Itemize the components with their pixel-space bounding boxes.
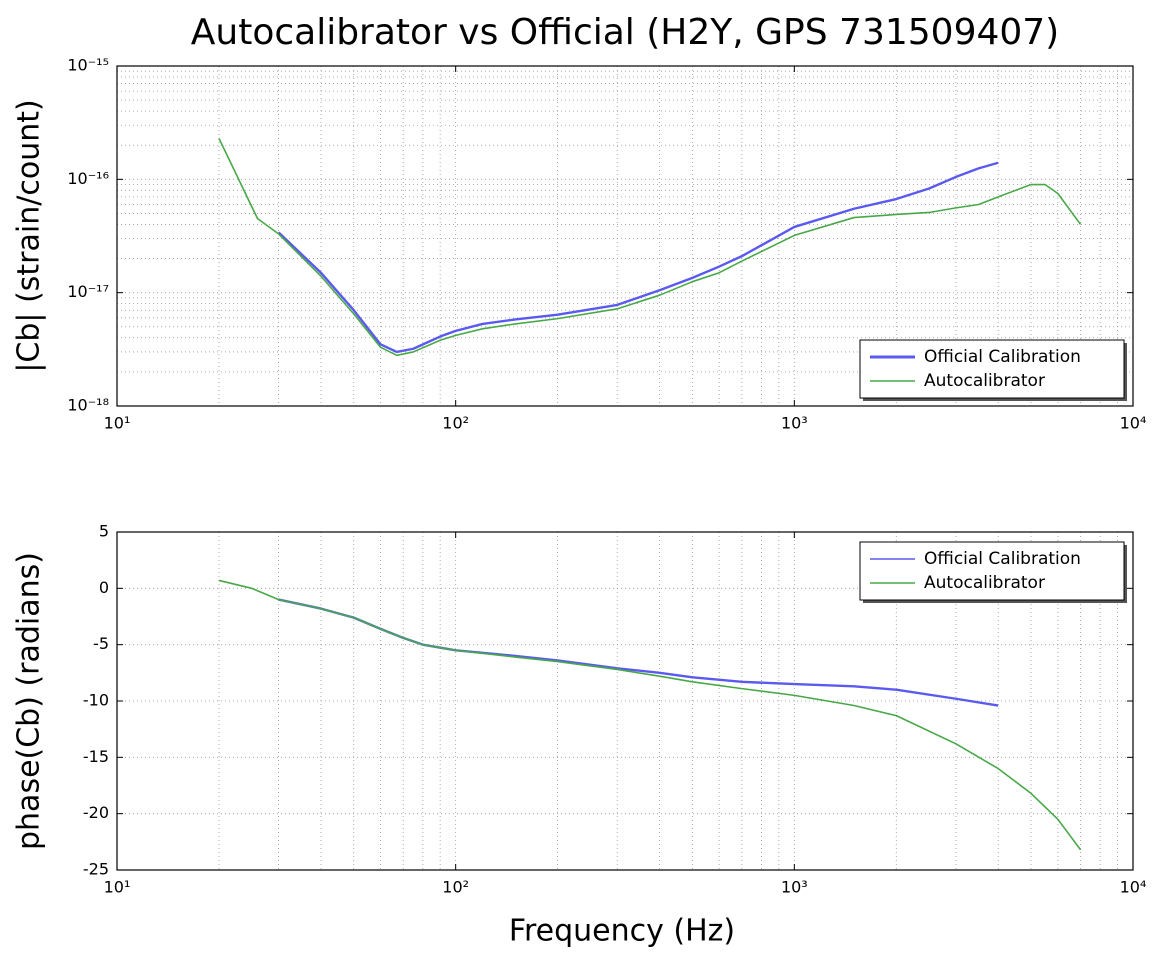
series-line <box>218 137 1082 357</box>
y-tick-label: -15 <box>83 747 109 766</box>
y-tick-label: -20 <box>83 803 109 822</box>
y-tick-label: 10⁻¹⁵ <box>67 56 109 75</box>
x-tick-label: 10⁴ <box>1120 878 1147 897</box>
y-tick-label: 10⁻¹⁷ <box>67 282 109 301</box>
series-line <box>218 579 1082 851</box>
x-tick-label: 10⁴ <box>1120 414 1147 433</box>
y-tick-label: 0 <box>99 578 109 597</box>
legend-label: Autocalibrator <box>924 371 1045 391</box>
axes-frame <box>116 531 1134 871</box>
legend-label: Official Calibration <box>924 347 1081 367</box>
y-tick-label: -25 <box>83 860 109 879</box>
x-axis-label: Frequency (Hz) <box>509 914 735 949</box>
x-tick-label: 10³ <box>781 878 808 897</box>
legend-box <box>859 339 1125 399</box>
y-tick-label: 10⁻¹⁶ <box>67 169 109 188</box>
y-axis-label: |Cb| (strain/count) <box>12 99 47 372</box>
legend-label: Official Calibration <box>924 549 1081 569</box>
legend-label: Autocalibrator <box>924 573 1045 593</box>
y-axis-label: phase(Cb) (radians) <box>12 552 47 850</box>
x-tick-label: 10² <box>442 878 469 897</box>
x-tick-label: 10² <box>442 414 469 433</box>
y-tick-label: -10 <box>83 691 109 710</box>
axes-frame <box>116 65 1134 407</box>
series-line <box>277 161 999 354</box>
chart-title: Autocalibrator vs Official (H2Y, GPS 731… <box>191 12 1059 53</box>
y-tick-label: -5 <box>93 634 109 653</box>
x-tick-label: 10³ <box>781 414 808 433</box>
legend-box <box>859 541 1125 601</box>
y-tick-label: 5 <box>99 522 109 541</box>
y-tick-label: 10⁻¹⁸ <box>67 396 109 415</box>
x-tick-label: 10¹ <box>104 414 131 433</box>
x-tick-label: 10¹ <box>104 878 131 897</box>
